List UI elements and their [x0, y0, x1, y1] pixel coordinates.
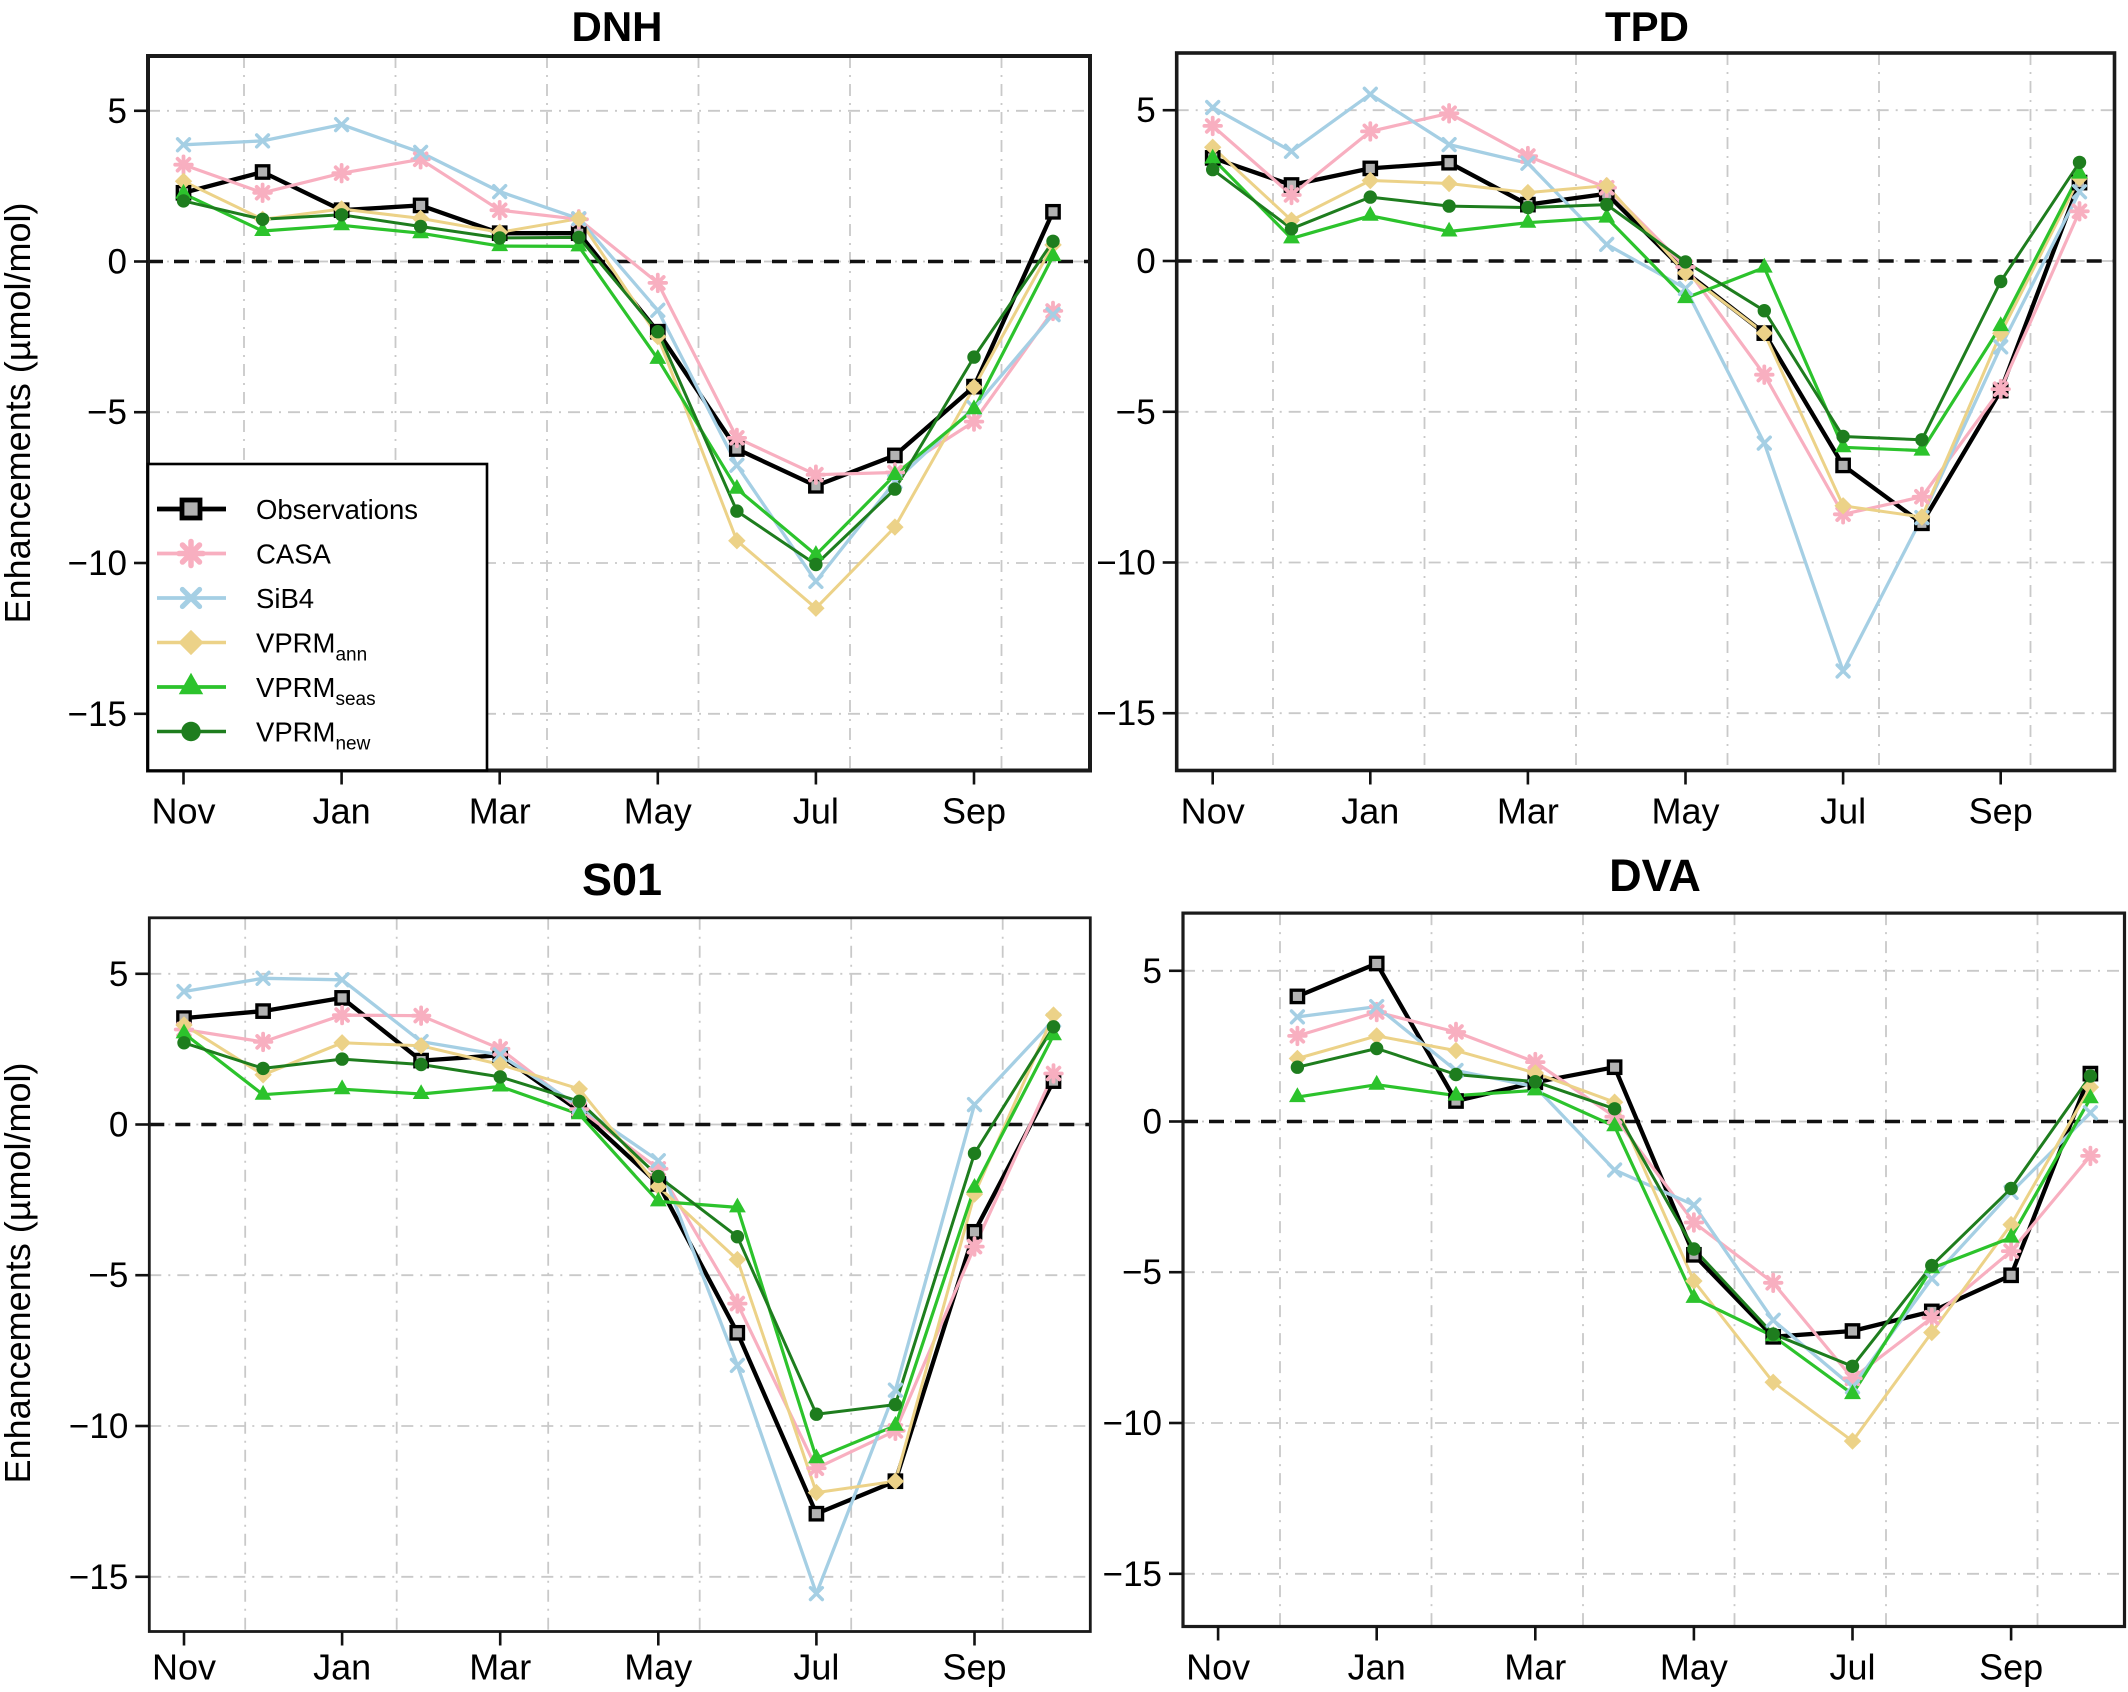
svg-text:5: 5 — [108, 92, 127, 131]
svg-text:Sep: Sep — [942, 791, 1006, 832]
svg-text:−5: −5 — [1116, 393, 1156, 432]
svg-text:−15: −15 — [1103, 1555, 1162, 1594]
svg-text:Mar: Mar — [1497, 791, 1559, 832]
svg-text:5: 5 — [1143, 952, 1162, 991]
svg-text:DNH: DNH — [572, 3, 663, 50]
svg-text:0: 0 — [1143, 1103, 1162, 1142]
svg-text:Mar: Mar — [469, 791, 531, 832]
svg-text:May: May — [624, 791, 692, 832]
svg-text:−15: −15 — [68, 695, 127, 734]
svg-text:−5: −5 — [87, 393, 127, 432]
svg-text:May: May — [624, 1647, 692, 1688]
svg-text:May: May — [1660, 1647, 1728, 1688]
svg-text:Sep: Sep — [1969, 791, 2033, 832]
svg-text:5: 5 — [1136, 91, 1155, 130]
svg-text:Jan: Jan — [313, 1647, 371, 1688]
svg-text:−10: −10 — [69, 1407, 128, 1446]
svg-text:SiB4: SiB4 — [256, 583, 314, 614]
svg-text:−10: −10 — [1096, 544, 1155, 583]
svg-text:TPD: TPD — [1605, 3, 1689, 50]
svg-text:Observations: Observations — [256, 494, 418, 525]
svg-text:Jul: Jul — [793, 791, 839, 832]
svg-text:−15: −15 — [1096, 694, 1155, 733]
svg-text:−15: −15 — [69, 1558, 128, 1597]
svg-text:Nov: Nov — [152, 1647, 216, 1688]
svg-text:Mar: Mar — [1504, 1647, 1566, 1688]
svg-text:0: 0 — [109, 1106, 128, 1145]
svg-text:Nov: Nov — [1181, 791, 1245, 832]
svg-text:−10: −10 — [68, 544, 127, 583]
svg-text:Jan: Jan — [313, 791, 371, 832]
svg-text:Jul: Jul — [1829, 1647, 1875, 1688]
svg-text:Jul: Jul — [1820, 791, 1866, 832]
svg-text:−5: −5 — [1122, 1253, 1162, 1292]
svg-text:Nov: Nov — [151, 791, 215, 832]
svg-text:Enhancements (µmol/mol): Enhancements (µmol/mol) — [0, 203, 38, 624]
svg-text:DVA: DVA — [1609, 850, 1701, 901]
svg-text:CASA: CASA — [256, 539, 332, 570]
svg-text:Sep: Sep — [942, 1647, 1006, 1688]
svg-text:0: 0 — [1136, 242, 1155, 281]
svg-text:S01: S01 — [582, 854, 662, 905]
svg-text:Enhancements (µmol/mol): Enhancements (µmol/mol) — [0, 1063, 38, 1484]
svg-text:Nov: Nov — [1186, 1647, 1250, 1688]
svg-text:0: 0 — [108, 243, 127, 282]
svg-text:May: May — [1651, 791, 1719, 832]
svg-text:Jan: Jan — [1348, 1647, 1406, 1688]
svg-text:5: 5 — [109, 955, 128, 994]
svg-text:Jul: Jul — [793, 1647, 839, 1688]
svg-text:Jan: Jan — [1341, 791, 1399, 832]
svg-text:−5: −5 — [88, 1256, 128, 1295]
svg-text:Sep: Sep — [1979, 1647, 2043, 1688]
svg-text:−10: −10 — [1103, 1404, 1162, 1443]
svg-text:Mar: Mar — [469, 1647, 531, 1688]
